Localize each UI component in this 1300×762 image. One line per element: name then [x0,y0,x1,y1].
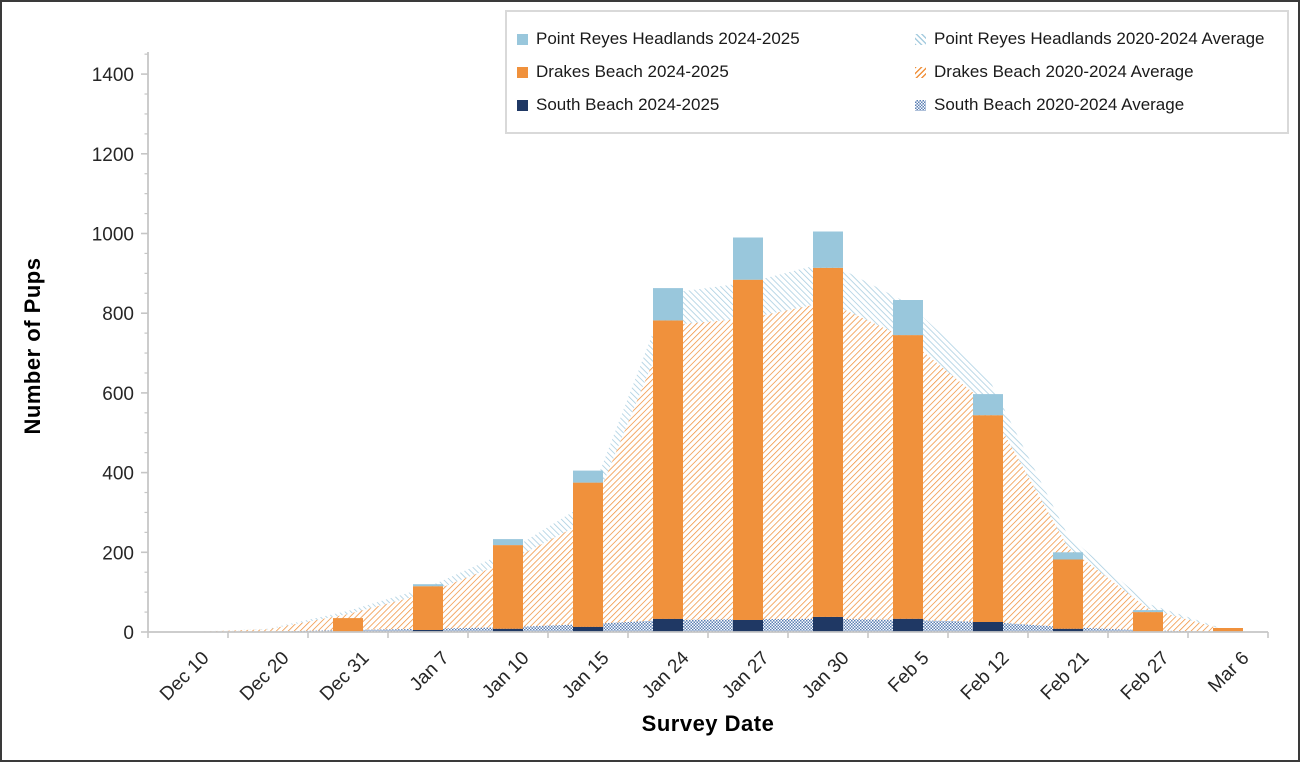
x-tick-label: Feb 21 [1037,648,1094,705]
legend-item-drakes-current: Drakes Beach 2024-2025 [517,62,915,82]
x-tick-label: Feb 12 [957,648,1014,705]
x-tick-label: Jan 24 [638,647,693,702]
legend-item-prh-average: Point Reyes Headlands 2020-2024 Average [915,29,1287,49]
bar-segment [1133,610,1163,613]
x-tick-label: Feb 5 [884,648,933,697]
y-tick-label: 200 [102,543,134,564]
x-tick-label: Dec 31 [316,648,373,705]
average-area-hatch-back [188,262,1228,632]
legend-label: South Beach 2020-2024 Average [934,95,1185,114]
x-tick-label: Feb 27 [1117,648,1174,705]
bar-segment [1053,552,1083,560]
bar-segment [573,482,603,627]
bar-segment [1053,628,1083,632]
legend-swatch-drakes-current-icon [517,66,528,78]
legend-label: South Beach 2024-2025 [536,95,720,114]
bar-segment [1053,559,1083,629]
bar-segment [813,231,843,268]
bar-segment [973,415,1003,622]
legend-item-south-current: South Beach 2024-2025 [517,95,915,115]
x-tick-label: Jan 15 [558,648,613,703]
y-tick-label: 400 [102,464,134,485]
bar-segment [973,394,1003,416]
x-tick-label: Jan 27 [718,648,773,703]
legend-item-drakes-average: Drakes Beach 2020-2024 Average [915,62,1287,82]
bar-segment [493,539,523,546]
bar-segment [893,300,923,336]
chart-legend: Point Reyes Headlands 2024-2025 Point Re… [505,10,1289,134]
legend-label: Point Reyes Headlands 2024-2025 [536,29,800,48]
bar-segment [493,545,523,629]
bar-segment [653,618,683,632]
bar-segment [413,630,443,632]
bar-segment [493,628,523,632]
y-tick-label: 1200 [92,145,134,166]
y-axis-title: Number of Pups [20,257,45,435]
legend-swatch-south-average-icon [915,99,926,111]
legend-label: Drakes Beach 2020-2024 Average [934,62,1194,81]
bar-segment [1213,628,1243,632]
average-area-hatch-forward [188,302,1228,632]
y-tick-label: 600 [102,384,134,405]
bar-segment [573,470,603,483]
x-tick-label: Jan 7 [406,648,454,696]
bar-segment [573,626,603,632]
x-tick-label: Jan 10 [478,648,533,703]
y-tick-label: 0 [123,623,134,644]
legend-label: Point Reyes Headlands 2020-2024 Average [934,29,1265,48]
legend-swatch-prh-current-icon [517,33,528,45]
x-tick-label: Jan 30 [798,648,853,703]
bar-segment [893,335,923,619]
bar-segment [733,620,763,632]
average-area-dots [188,618,1228,632]
bar-segment [653,288,683,321]
bar-segment [973,622,1003,632]
x-tick-label: Dec 20 [236,648,293,705]
legend-swatch-south-current-icon [517,99,528,111]
bar-segment [733,279,763,620]
x-tick-label: Dec 10 [156,648,213,705]
bar-segment [1133,612,1163,632]
bar-segment [813,267,843,617]
legend-item-prh-current: Point Reyes Headlands 2024-2025 [517,29,915,49]
bar-segment [813,616,843,632]
legend-swatch-prh-average-icon [915,33,926,45]
x-tick-label: Mar 6 [1204,648,1253,697]
legend-label: Drakes Beach 2024-2025 [536,62,729,81]
bar-segment [733,237,763,280]
bar-segment [413,584,443,587]
y-tick-label: 1400 [92,65,134,86]
y-tick-label: 1000 [92,225,134,246]
legend-item-south-average: South Beach 2020-2024 Average [915,95,1287,115]
x-axis-title: Survey Date [641,711,775,736]
bar-segment [653,320,683,619]
bar-segment [413,586,443,630]
bar-segment [893,618,923,632]
bar-segment [333,618,363,632]
y-tick-label: 800 [102,304,134,325]
legend-swatch-drakes-average-icon [915,66,926,78]
